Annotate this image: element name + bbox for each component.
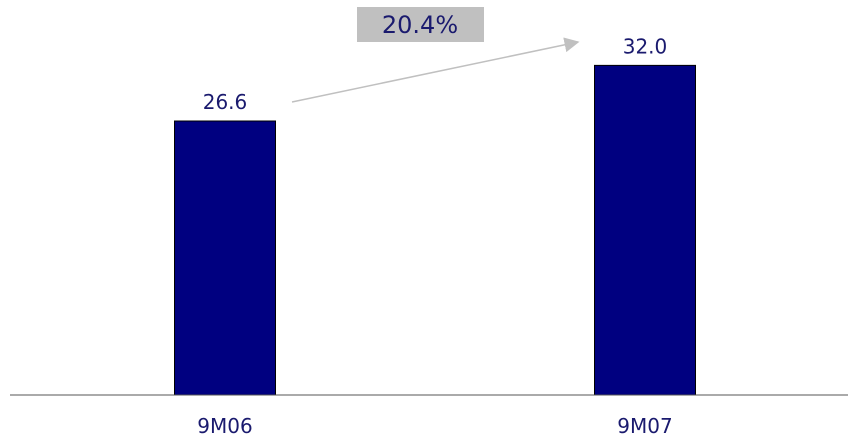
growth-label: 20.4% — [382, 11, 458, 39]
value-labels-group: 26.6 32.0 — [203, 34, 668, 114]
x-tick-label-9m07: 9M07 — [617, 414, 672, 438]
x-tick-labels-group: 9M06 9M07 — [197, 414, 672, 438]
growth-arrow — [291, 37, 580, 103]
bar-9m06 — [174, 120, 276, 396]
value-label-9m07: 32.0 — [623, 34, 668, 58]
growth-box — [357, 7, 484, 42]
growth-annotation: 20.4% — [291, 7, 580, 103]
value-label-9m06: 26.6 — [203, 90, 248, 114]
bars-group — [174, 64, 696, 396]
bar-9m07 — [594, 64, 696, 396]
x-tick-label-9m06: 9M06 — [197, 414, 252, 438]
